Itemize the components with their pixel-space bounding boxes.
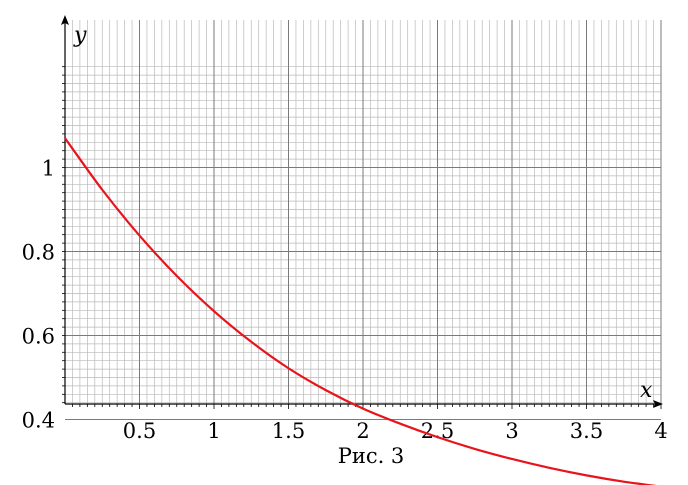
figure-caption: Рис. 3 bbox=[338, 444, 405, 468]
x-tick-label: 1.5 bbox=[272, 419, 305, 443]
axes bbox=[61, 15, 663, 409]
x-axis-label: x bbox=[640, 378, 653, 403]
major-grid bbox=[65, 20, 662, 420]
y-axis-label: y bbox=[73, 23, 87, 48]
y-axis-arrow bbox=[61, 15, 69, 25]
y-tick-label: 0.8 bbox=[22, 241, 55, 265]
x-tick-label: 3.5 bbox=[570, 419, 603, 443]
x-tick-label: 0.5 bbox=[123, 419, 156, 443]
y-tick-label: 1 bbox=[42, 157, 55, 181]
x-tick-label: 2 bbox=[356, 419, 369, 443]
x-tick-label: 1 bbox=[207, 419, 220, 443]
x-tick-label: 4 bbox=[654, 419, 667, 443]
x-tick-label: 2.5 bbox=[421, 419, 454, 443]
series-layer bbox=[64, 137, 657, 485]
x-tick-label: 3 bbox=[505, 419, 518, 443]
x-axis-arrow bbox=[653, 400, 663, 408]
tick-labels: 0.5 1 1.5 2 2.5 3 3.5 4 0.4 0.6 0.8 1 bbox=[22, 157, 668, 444]
series-line bbox=[64, 137, 657, 485]
y-tick-label: 0.6 bbox=[22, 325, 55, 349]
y-tick-label: 0.4 bbox=[22, 409, 55, 433]
